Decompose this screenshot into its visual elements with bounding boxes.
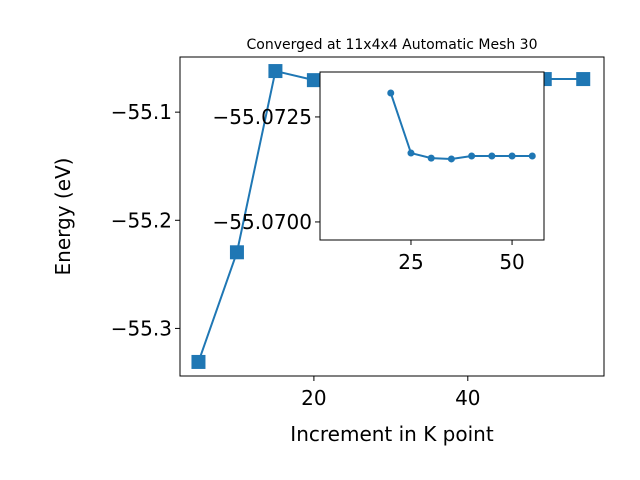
- marker: [229, 245, 244, 260]
- marker: [427, 154, 435, 162]
- marker: [576, 72, 591, 87]
- y-axis-label: Energy (eV): [51, 158, 75, 276]
- marker: [306, 73, 321, 88]
- y-tick-label: −55.2: [111, 208, 172, 232]
- marker: [407, 149, 415, 157]
- axes: 25 50 −55.0725 −55.0700: [213, 71, 545, 274]
- marker: [387, 89, 395, 97]
- marker: [447, 155, 455, 163]
- x-tick-label: 40: [455, 386, 480, 410]
- marker: [468, 152, 476, 160]
- chart-title: Converged at 11x4x4 Automatic Mesh 30: [247, 37, 538, 53]
- x-tick-label: 25: [398, 250, 423, 274]
- plot-area: [387, 89, 536, 163]
- axes-frame: [179, 56, 605, 377]
- axes-frame: [319, 71, 545, 241]
- y-tick-label: −55.3: [111, 316, 172, 340]
- x-axis-label: Increment in K point: [290, 422, 494, 446]
- marker: [528, 152, 536, 160]
- marker: [488, 152, 496, 160]
- marker: [191, 354, 206, 369]
- marker: [508, 152, 516, 160]
- y-tick-label: −55.1: [111, 100, 172, 124]
- x-tick-label: 50: [499, 250, 524, 274]
- y-tick-label: −55.0700: [213, 210, 312, 234]
- y-tick-label: −55.0725: [213, 105, 312, 129]
- marker: [268, 64, 283, 79]
- x-tick-label: 20: [301, 386, 326, 410]
